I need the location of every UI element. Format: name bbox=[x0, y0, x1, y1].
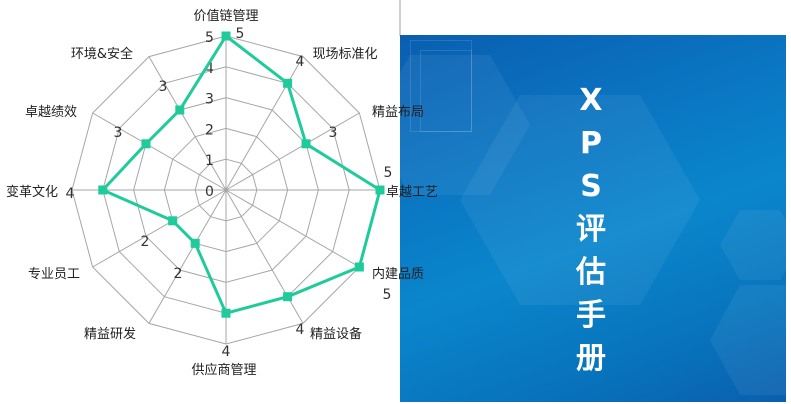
data-label: 4 bbox=[66, 186, 75, 202]
title-char: 手 bbox=[576, 298, 606, 333]
title-char: 估 bbox=[576, 255, 606, 290]
data-label: 5 bbox=[384, 165, 393, 181]
data-point bbox=[283, 78, 293, 88]
category-label: 卓越绩效 bbox=[25, 105, 77, 120]
data-label: 3 bbox=[329, 125, 338, 141]
grid-spoke bbox=[92, 112, 227, 191]
data-point bbox=[283, 292, 293, 302]
category-label: 供应商管理 bbox=[191, 362, 256, 378]
title-char: 评 bbox=[576, 212, 606, 247]
category-label: 专业员工 bbox=[28, 267, 80, 282]
divider-line bbox=[399, 0, 401, 36]
category-label: 变革文化 bbox=[6, 184, 58, 200]
hex-decoration bbox=[460, 95, 700, 305]
data-label: 2 bbox=[174, 266, 183, 282]
data-label: 3 bbox=[114, 125, 123, 141]
data-label: 4 bbox=[296, 54, 305, 70]
grid-spoke bbox=[148, 189, 227, 324]
line-decoration bbox=[420, 50, 472, 132]
title-char: S bbox=[580, 169, 602, 204]
category-label: 内建品质 bbox=[372, 266, 424, 282]
data-label: 5 bbox=[236, 26, 245, 42]
series-line bbox=[101, 34, 382, 315]
category-label: 精益布局 bbox=[372, 105, 424, 120]
data-point bbox=[375, 185, 385, 195]
cover-panel: X P S 评 估 手 册 bbox=[400, 35, 786, 402]
data-point bbox=[354, 262, 364, 272]
axis-tick-label: 4 bbox=[205, 61, 214, 77]
category-label: 精益研发 bbox=[84, 326, 136, 342]
data-point bbox=[221, 308, 231, 318]
category-label: 价值链管理 bbox=[193, 8, 258, 24]
data-point bbox=[98, 185, 108, 195]
title-char: P bbox=[580, 126, 602, 161]
grid-spoke bbox=[225, 189, 360, 268]
grid-spoke bbox=[92, 189, 227, 268]
title-char: 册 bbox=[576, 341, 606, 376]
axis-tick-label: 3 bbox=[205, 92, 214, 108]
axis-tick-label: 2 bbox=[205, 122, 214, 138]
axis-tick-label: 0 bbox=[205, 184, 214, 200]
category-label: 环境&安全 bbox=[71, 46, 133, 62]
data-label: 3 bbox=[159, 79, 168, 95]
category-label: 精益设备 bbox=[310, 326, 362, 342]
grid-spoke bbox=[148, 56, 227, 191]
data-point bbox=[175, 105, 185, 115]
data-label: 4 bbox=[222, 344, 231, 360]
category-label: 卓越工艺 bbox=[386, 185, 438, 200]
axis-tick-label: 1 bbox=[205, 153, 214, 169]
data-point bbox=[301, 139, 311, 149]
axis-tick-label: 5 bbox=[205, 30, 214, 46]
data-point bbox=[190, 238, 200, 248]
data-label: 5 bbox=[383, 287, 392, 303]
line-decoration bbox=[410, 40, 472, 132]
data-point bbox=[168, 216, 178, 226]
data-point bbox=[221, 31, 231, 41]
grid-spoke bbox=[225, 112, 360, 191]
category-label: 现场标准化 bbox=[312, 47, 377, 62]
data-label: 2 bbox=[141, 234, 150, 250]
data-label: 4 bbox=[296, 322, 305, 338]
title-char: X bbox=[579, 83, 603, 118]
data-point bbox=[141, 139, 151, 149]
panel-title: X P S 评 估 手 册 bbox=[570, 79, 612, 380]
